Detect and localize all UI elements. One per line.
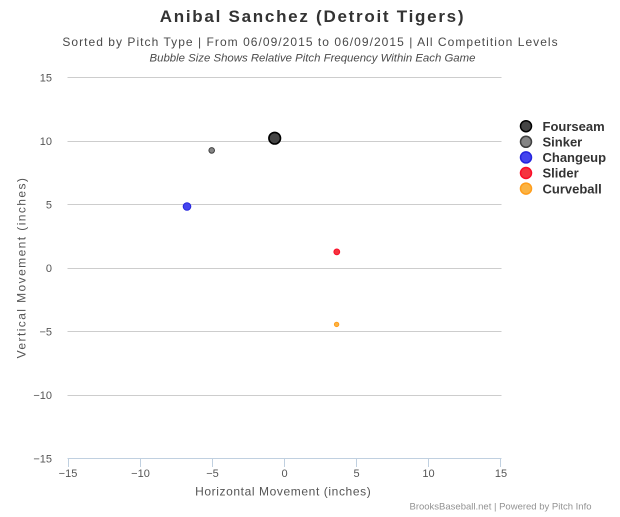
svg-text:Changeup: Changeup — [543, 150, 607, 165]
svg-text:−15: −15 — [59, 468, 78, 480]
svg-text:5: 5 — [46, 200, 52, 212]
svg-text:Sinker: Sinker — [543, 135, 583, 150]
svg-text:15: 15 — [40, 73, 52, 85]
svg-text:−15: −15 — [33, 454, 52, 466]
svg-text:Vertical Movement (inches): Vertical Movement (inches) — [15, 177, 29, 359]
svg-text:Anibal Sanchez (Detroit Tigers: Anibal Sanchez (Detroit Tigers) — [160, 7, 466, 26]
svg-text:−10: −10 — [131, 468, 150, 480]
svg-text:5: 5 — [353, 468, 359, 480]
svg-text:15: 15 — [495, 468, 507, 480]
svg-text:Horizontal Movement (inches): Horizontal Movement (inches) — [195, 485, 371, 499]
svg-text:Fourseam: Fourseam — [543, 119, 605, 134]
svg-text:Slider: Slider — [543, 166, 579, 181]
svg-text:10: 10 — [40, 136, 52, 148]
svg-text:10: 10 — [422, 468, 434, 480]
svg-text:BrooksBaseball.net | Powered b: BrooksBaseball.net | Powered by Pitch In… — [409, 502, 591, 513]
svg-text:−10: −10 — [33, 390, 52, 402]
svg-text:−5: −5 — [39, 327, 52, 339]
svg-text:−5: −5 — [206, 468, 219, 480]
svg-text:Sorted by Pitch Type | From 06: Sorted by Pitch Type | From 06/09/2015 t… — [62, 35, 558, 49]
svg-text:Bubble Size Shows Relative Pit: Bubble Size Shows Relative Pitch Frequen… — [150, 53, 476, 65]
svg-text:Curveball: Curveball — [543, 181, 602, 196]
svg-text:0: 0 — [46, 263, 52, 275]
svg-text:0: 0 — [281, 468, 287, 480]
